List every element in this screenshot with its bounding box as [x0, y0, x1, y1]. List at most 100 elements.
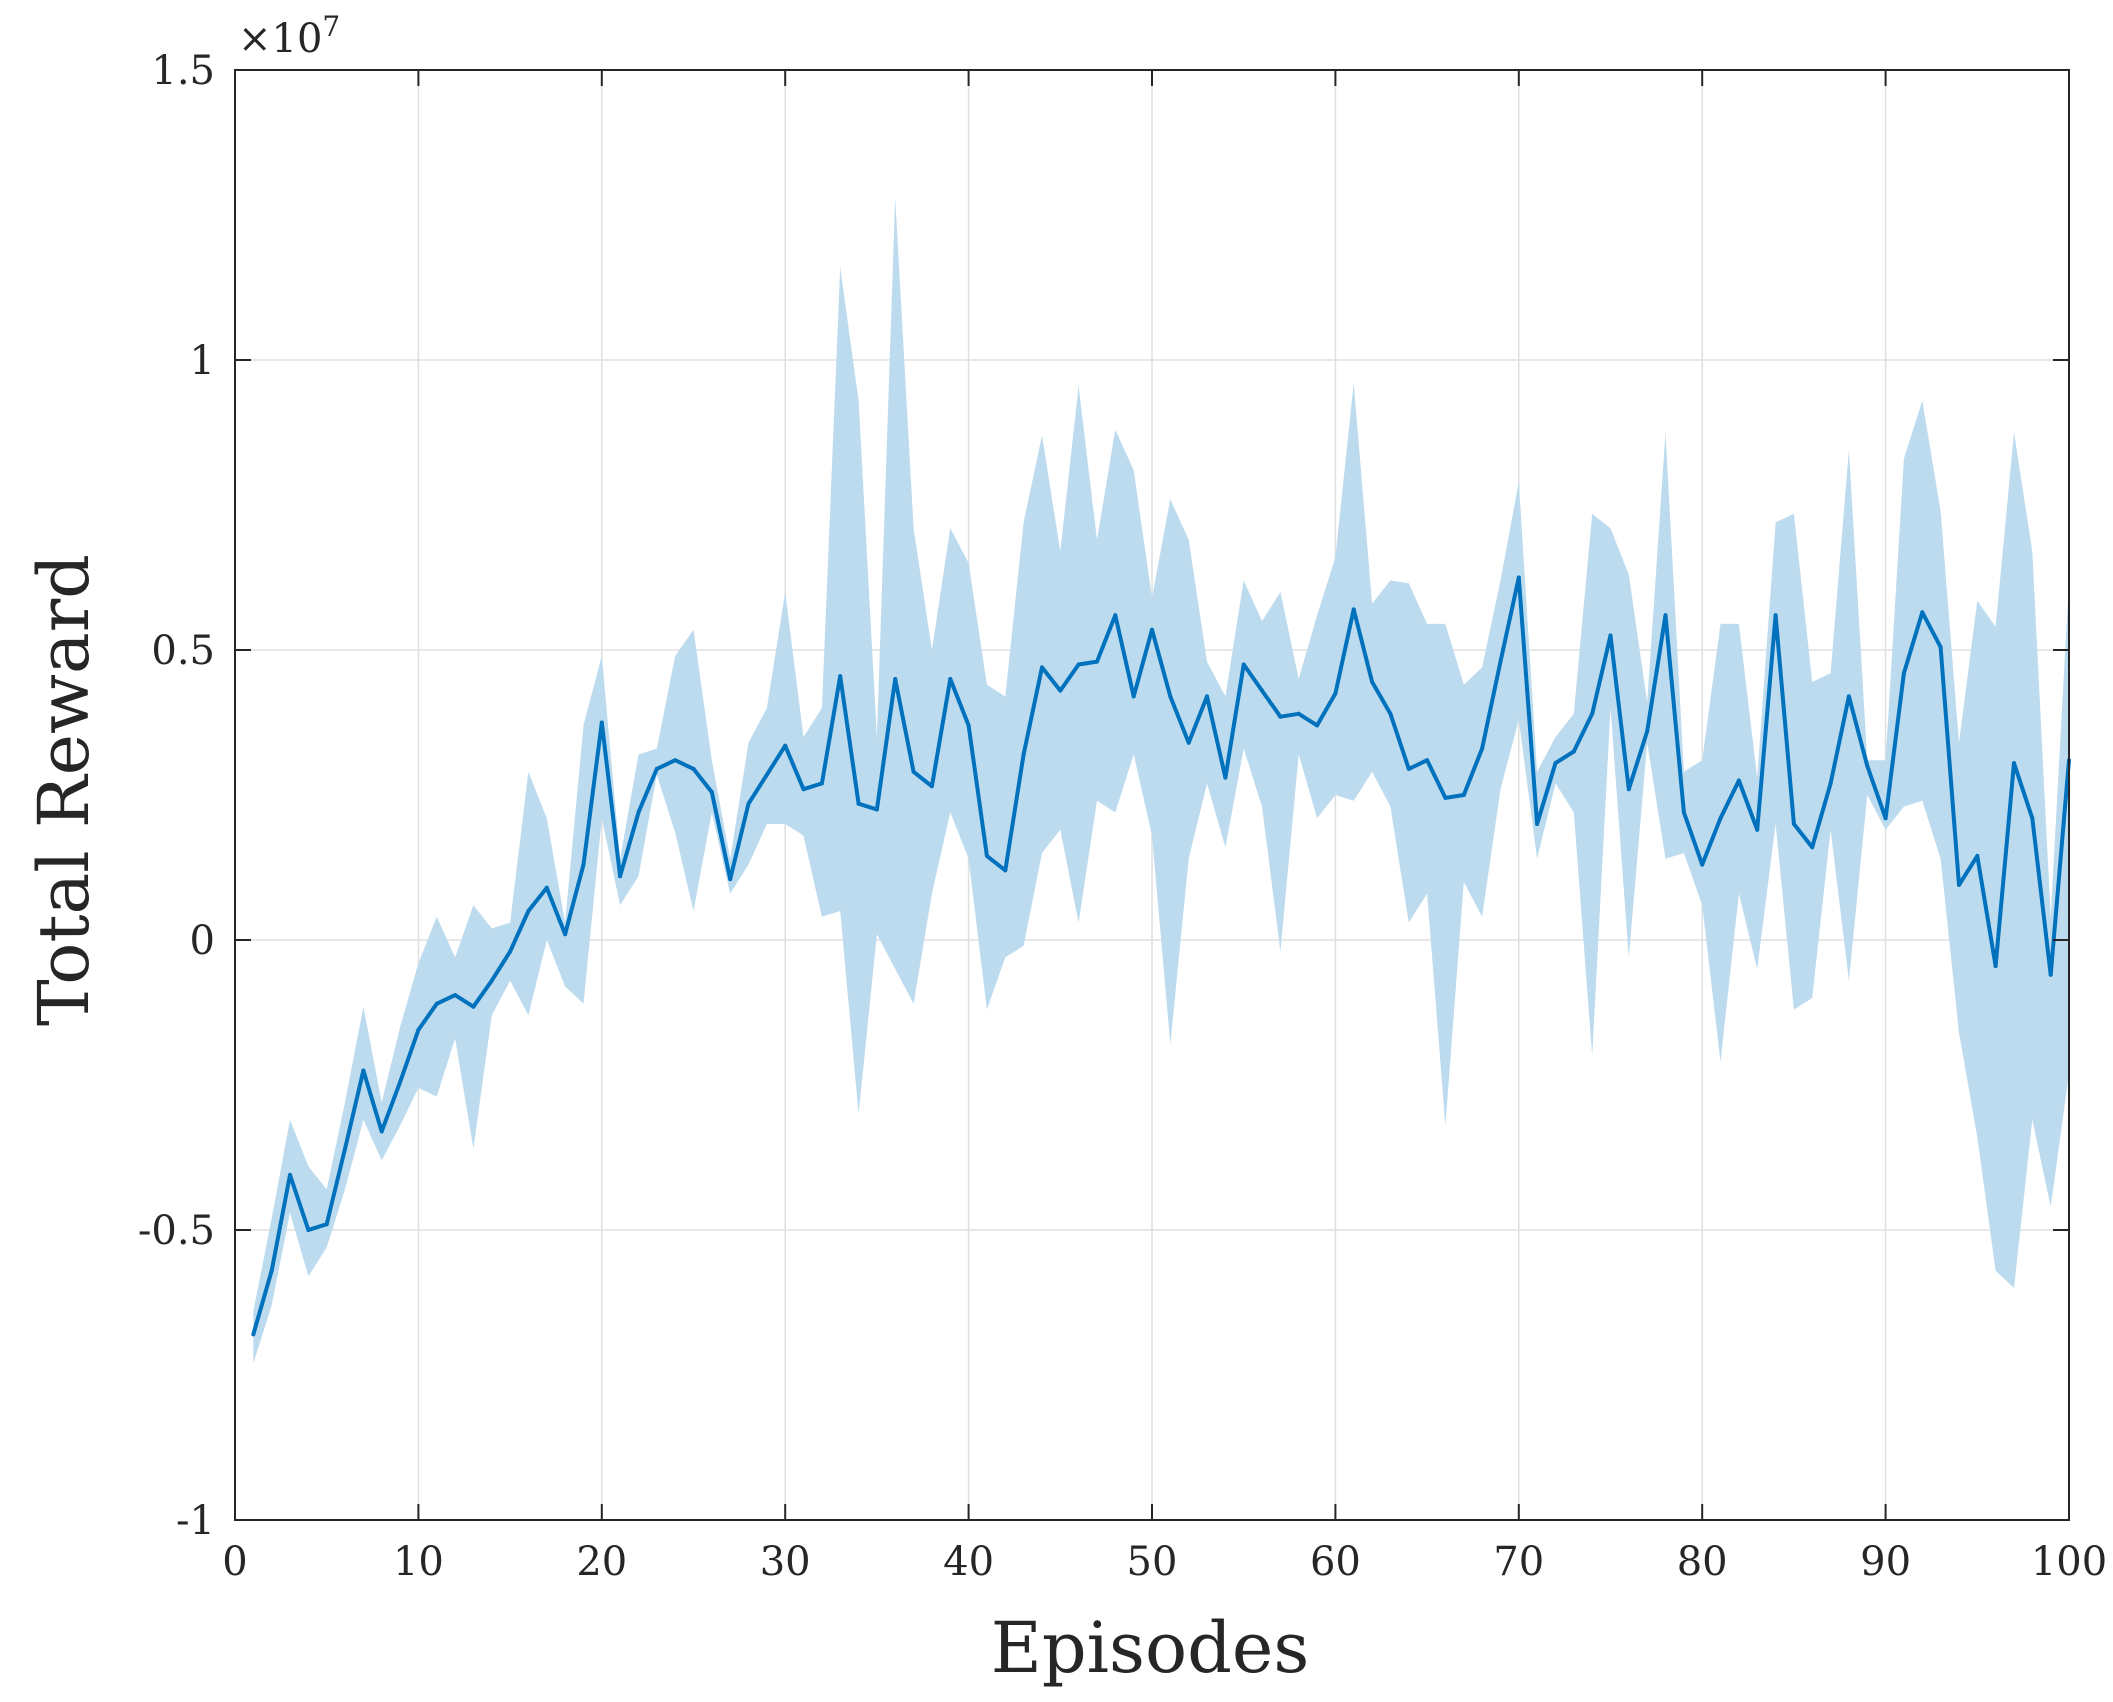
- data-point-94: [1956, 882, 1961, 887]
- data-point-99: [2048, 972, 2053, 977]
- data-point-54: [1223, 775, 1228, 780]
- data-point-49: [1131, 694, 1136, 699]
- y-axis-exponent-label: ×107: [238, 10, 340, 62]
- data-point-74: [1590, 711, 1595, 716]
- data-point-73: [1571, 749, 1576, 754]
- data-point-44: [1039, 665, 1044, 670]
- data-point-45: [1058, 688, 1063, 693]
- data-point-83: [1755, 827, 1760, 832]
- data-point-22: [636, 810, 641, 815]
- y-tick-label-1: -0.5: [138, 1208, 215, 1254]
- data-point-4: [306, 1228, 311, 1232]
- x-axis-tick-labels: 0 10 20 30 40 50 60 70 80 90 100: [222, 1539, 2107, 1585]
- y-axis-exponent-base: ×10: [238, 16, 322, 62]
- data-point-72: [1553, 761, 1558, 766]
- data-point-75: [1608, 633, 1613, 638]
- x-tick-label-8: 80: [1677, 1539, 1728, 1585]
- data-point-8: [379, 1129, 384, 1134]
- x-tick-label-0: 0: [222, 1539, 247, 1585]
- x-tick-label-3: 30: [760, 1539, 811, 1585]
- data-point-80: [1700, 862, 1705, 867]
- data-point-67: [1461, 793, 1466, 797]
- x-tick-label-5: 50: [1127, 1539, 1178, 1585]
- data-point-29: [764, 772, 769, 777]
- x-tick-label-4: 40: [943, 1539, 994, 1585]
- data-point-65: [1425, 758, 1430, 763]
- x-tick-label-1: 10: [393, 1539, 444, 1585]
- y-tick-label-3: 0.5: [151, 628, 215, 674]
- data-point-36: [893, 677, 898, 681]
- data-point-58: [1296, 711, 1301, 716]
- data-point-88: [1846, 694, 1851, 699]
- data-point-18: [563, 932, 568, 937]
- x-tick-label-6: 60: [1310, 1539, 1361, 1585]
- data-point-34: [856, 801, 861, 806]
- data-point-39: [948, 677, 953, 681]
- x-tick-label-2: 20: [576, 1539, 627, 1585]
- data-point-47: [1094, 659, 1099, 664]
- data-point-46: [1076, 662, 1081, 667]
- data-point-37: [911, 769, 916, 774]
- data-point-17: [544, 885, 549, 890]
- data-point-25: [691, 766, 696, 771]
- data-point-19: [581, 862, 586, 867]
- y-axis-label: Total Reward: [23, 554, 105, 1026]
- data-point-86: [1810, 845, 1815, 850]
- y-tick-label-2: 0: [190, 918, 215, 964]
- data-point-28: [746, 801, 751, 806]
- data-point-69: [1498, 659, 1503, 664]
- data-point-38: [929, 784, 934, 789]
- data-point-20: [599, 720, 604, 725]
- data-point-9: [398, 1080, 403, 1085]
- y-axis-exponent-power: 7: [322, 10, 340, 43]
- data-point-60: [1333, 691, 1338, 696]
- x-tick-label-9: 90: [1860, 1539, 1911, 1585]
- data-point-87: [1828, 781, 1833, 786]
- data-point-27: [728, 877, 733, 882]
- data-point-11: [434, 1001, 439, 1006]
- data-point-31: [801, 787, 806, 792]
- data-point-7: [361, 1068, 366, 1073]
- data-point-81: [1718, 816, 1723, 821]
- data-point-32: [819, 781, 824, 786]
- data-point-76: [1626, 787, 1631, 792]
- data-point-93: [1938, 645, 1943, 650]
- data-point-1: [251, 1332, 256, 1337]
- data-point-79: [1681, 810, 1686, 815]
- x-tick-label-7: 70: [1493, 1539, 1544, 1585]
- data-point-21: [618, 874, 623, 879]
- data-point-82: [1736, 778, 1741, 783]
- x-tick-label-10: 100: [2031, 1539, 2107, 1585]
- data-point-70: [1516, 575, 1521, 580]
- data-point-53: [1205, 694, 1210, 699]
- data-point-92: [1920, 610, 1925, 615]
- data-point-98: [2030, 816, 2035, 821]
- x-axis-label: Episodes: [991, 1607, 1310, 1689]
- data-point-40: [966, 723, 971, 728]
- y-tick-label-4: 1: [190, 338, 215, 384]
- data-point-13: [471, 1004, 476, 1009]
- mean-reward-line: [251, 575, 2071, 1335]
- data-point-3: [288, 1172, 293, 1177]
- data-point-24: [673, 758, 678, 763]
- data-point-84: [1773, 613, 1778, 618]
- data-point-96: [1993, 964, 1998, 969]
- y-axis-tick-labels: -1 -0.5 0 0.5 1 1.5: [138, 48, 215, 1544]
- data-point-41: [984, 853, 989, 858]
- data-point-71: [1535, 822, 1540, 826]
- data-point-66: [1443, 795, 1448, 800]
- data-point-91: [1901, 671, 1906, 676]
- data-point-33: [838, 674, 843, 679]
- data-point-56: [1260, 688, 1265, 693]
- data-point-26: [709, 790, 714, 795]
- data-point-68: [1480, 746, 1485, 751]
- confidence-band: [253, 197, 2069, 1364]
- data-point-16: [526, 909, 531, 913]
- data-point-78: [1663, 613, 1668, 618]
- data-point-48: [1113, 613, 1118, 618]
- data-point-14: [489, 978, 494, 983]
- data-point-50: [1150, 627, 1154, 632]
- data-point-57: [1278, 714, 1283, 719]
- data-points: [251, 575, 2071, 1337]
- data-point-85: [1791, 822, 1796, 826]
